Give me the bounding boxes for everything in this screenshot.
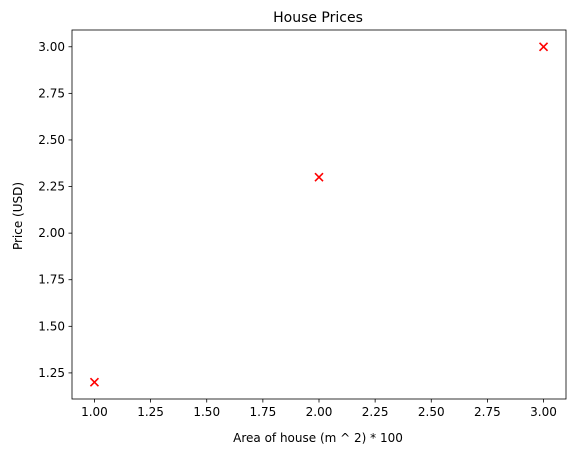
y-tick-label: 2.75 xyxy=(38,86,65,100)
axes-frame xyxy=(71,29,567,400)
data-points xyxy=(89,42,549,387)
y-axis-label: Price (USD) xyxy=(11,182,25,250)
data-point xyxy=(89,377,100,387)
y-tick-label: 1.25 xyxy=(38,366,65,380)
data-point xyxy=(314,172,324,182)
x-tick-label: 1.75 xyxy=(250,405,277,419)
data-point xyxy=(538,42,549,52)
y-tick-label: 2.00 xyxy=(38,226,65,240)
y-tick-label: 2.50 xyxy=(38,133,65,147)
x-tick-label: 2.75 xyxy=(474,405,501,419)
x-tick-label: 2.00 xyxy=(306,405,333,419)
x-axis-ticks: 1.00 1.25 1.50 1.75 2.00 2.25 2.50 2.75 3.00 xyxy=(81,399,557,419)
y-tick-label: 1.75 xyxy=(38,273,65,287)
y-tick-label: 2.25 xyxy=(38,180,65,194)
x-axis-label: Area of house (m ^ 2) * 100 xyxy=(233,431,403,445)
y-axis-ticks: 1.25 1.50 1.75 2.00 2.25 2.50 2.75 3.00 xyxy=(38,40,72,380)
x-tick-label: 2.50 xyxy=(418,405,445,419)
x-tick-label: 3.00 xyxy=(530,405,557,419)
chart-title: House Prices xyxy=(273,10,363,26)
y-tick-label: 3.00 xyxy=(38,40,65,54)
x-tick-label: 1.50 xyxy=(193,405,220,419)
x-tick-label: 1.00 xyxy=(81,405,108,419)
y-tick-label: 1.50 xyxy=(38,319,65,333)
x-tick-label: 2.25 xyxy=(362,405,389,419)
x-tick-label: 1.25 xyxy=(137,405,164,419)
